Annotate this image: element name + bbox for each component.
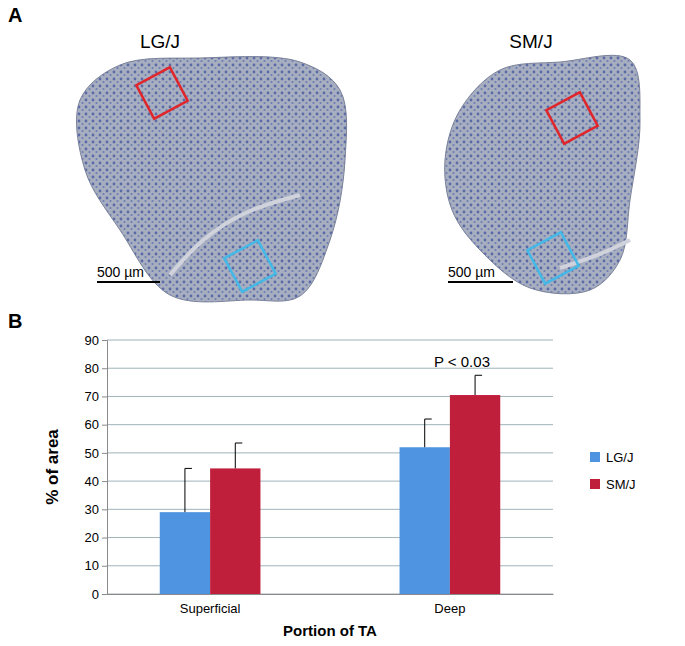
tissue-section	[445, 55, 640, 294]
error-bar	[235, 443, 242, 468]
section-fold	[170, 195, 300, 275]
y-tick: 20	[85, 530, 107, 545]
tissue-section	[77, 57, 347, 302]
y-tick-label: 40	[85, 474, 99, 489]
bar	[210, 468, 260, 594]
section-fold	[560, 240, 630, 268]
error-bar	[425, 419, 432, 447]
y-tick-mark	[102, 566, 107, 567]
legend-swatch	[590, 452, 600, 462]
y-tick-mark	[102, 396, 107, 397]
y-axis-title: % of area	[43, 429, 62, 505]
x-axis-line	[108, 594, 554, 595]
legend-swatch	[590, 479, 600, 489]
error-stem	[235, 443, 236, 468]
y-tick: 80	[85, 361, 107, 376]
bars	[160, 375, 500, 594]
roi-deep	[527, 232, 578, 283]
figure: A B LG/J 500 µm SM/J 500 µm 0 10 20 30 40 50 60 70 80 9…	[0, 0, 685, 646]
y-tick: 10	[85, 558, 107, 573]
x-axis: Superficial Deep	[108, 594, 554, 616]
scale-bar	[448, 281, 513, 283]
y-tick-label: 10	[85, 558, 99, 573]
panel-label: A	[8, 4, 22, 26]
bar	[160, 512, 210, 594]
y-tick: 50	[85, 446, 107, 461]
grid-line	[107, 340, 553, 341]
roi-superficial	[546, 92, 597, 143]
y-tick: 0	[92, 587, 107, 602]
scale-bar	[97, 281, 160, 283]
error-cap	[475, 375, 482, 376]
y-tick: 70	[85, 389, 107, 404]
y-tick-label: 20	[85, 530, 99, 545]
y-tick-label: 0	[92, 587, 99, 602]
y-axis: 0 10 20 30 40 50 60 70 80 90	[85, 333, 108, 602]
roi-superficial	[136, 67, 187, 118]
error-stem	[184, 468, 185, 512]
y-tick-label: 50	[85, 446, 99, 461]
y-tick-mark	[102, 425, 107, 426]
error-cap	[235, 443, 242, 444]
panel-label: B	[8, 310, 22, 332]
y-tick: 90	[85, 333, 107, 348]
x-axis-title: Portion of TA	[283, 622, 377, 639]
bar	[450, 395, 500, 594]
legend-label: SM/J	[606, 477, 636, 492]
x-tick: Superficial	[180, 594, 241, 616]
x-tick: Deep	[434, 594, 465, 616]
x-tick-label: Superficial	[180, 601, 241, 616]
y-tick-label: 90	[85, 333, 99, 348]
y-tick-mark	[102, 481, 107, 482]
legend-label: LG/J	[606, 450, 633, 465]
roi-deep	[224, 240, 275, 291]
legend: LG/J SM/J	[590, 450, 636, 492]
y-tick: 40	[85, 474, 107, 489]
x-tick-label: Deep	[434, 601, 465, 616]
y-tick-label: 70	[85, 389, 99, 404]
y-tick-mark	[102, 368, 107, 369]
image-title: LG/J	[140, 31, 180, 52]
y-tick-mark	[102, 453, 107, 454]
image-title: SM/J	[509, 31, 552, 52]
y-tick: 30	[85, 502, 107, 517]
error-cap	[425, 419, 432, 420]
y-tick-mark	[102, 594, 107, 595]
bar	[400, 447, 450, 594]
annotation: P < 0.03	[434, 353, 490, 370]
error-bar	[185, 468, 192, 512]
y-tick-label: 60	[85, 417, 99, 432]
error-stem	[475, 375, 476, 395]
y-tick-label: 80	[85, 361, 99, 376]
error-bar	[475, 375, 482, 395]
scale-bar-label: 500 µm	[448, 264, 495, 280]
scale-bar-label: 500 µm	[97, 264, 144, 280]
y-tick-mark	[102, 538, 107, 539]
y-tick-mark	[102, 509, 107, 510]
y-tick-mark	[102, 340, 107, 341]
y-axis-line	[102, 341, 108, 595]
error-stem	[424, 419, 425, 447]
y-tick-label: 30	[85, 502, 99, 517]
y-tick: 60	[85, 417, 107, 432]
error-cap	[185, 468, 192, 469]
grid	[107, 340, 553, 594]
